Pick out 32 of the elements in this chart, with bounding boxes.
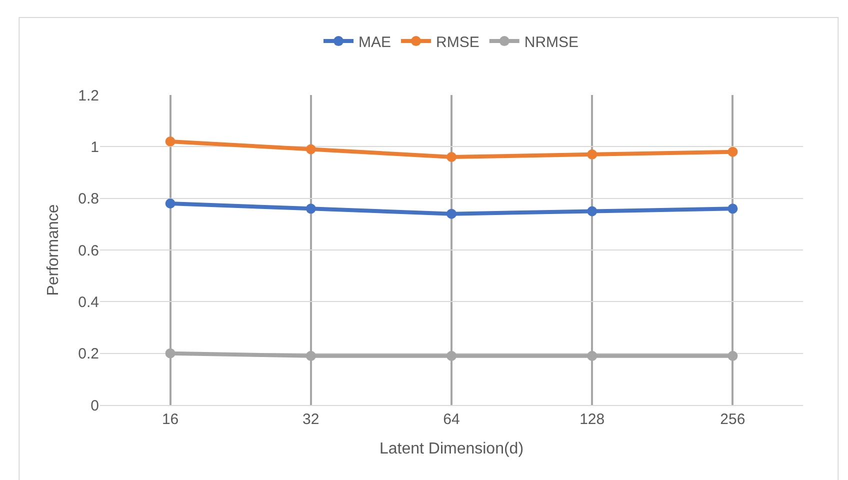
point	[728, 146, 738, 157]
y-tick-label: 0.4	[78, 294, 99, 311]
y-tick-label: 0.6	[78, 242, 99, 260]
y-tick-label: 0.2	[78, 346, 99, 363]
point	[728, 350, 738, 361]
point	[587, 350, 598, 361]
x-axis-title: Latent Dimension(d)	[379, 440, 524, 458]
legend-label: NRMSE	[524, 34, 579, 51]
x-tick-label: 128	[580, 411, 605, 428]
point	[728, 204, 738, 214]
point	[306, 350, 316, 361]
x-tick-label: 16	[162, 411, 179, 428]
point	[446, 350, 456, 361]
y-tick-label: 1	[90, 138, 99, 156]
point	[165, 136, 176, 146]
point	[306, 204, 316, 214]
y-tick-label: 0.8	[78, 190, 99, 208]
x-tick-label: 256	[720, 411, 746, 428]
x-tick-label: 32	[302, 411, 320, 428]
point	[587, 206, 598, 216]
point	[165, 198, 176, 208]
legend-label: RMSE	[436, 34, 480, 51]
y-axis-title: Performance	[45, 204, 62, 296]
point	[587, 149, 598, 160]
point	[306, 144, 316, 154]
x-tick-label: 64	[443, 411, 460, 428]
y-tick-label: 1.2	[78, 87, 99, 104]
point	[446, 208, 456, 219]
point	[165, 348, 176, 358]
y-tick-label: 0	[90, 397, 99, 414]
point	[446, 152, 456, 162]
legend-label: MAE	[358, 34, 392, 51]
